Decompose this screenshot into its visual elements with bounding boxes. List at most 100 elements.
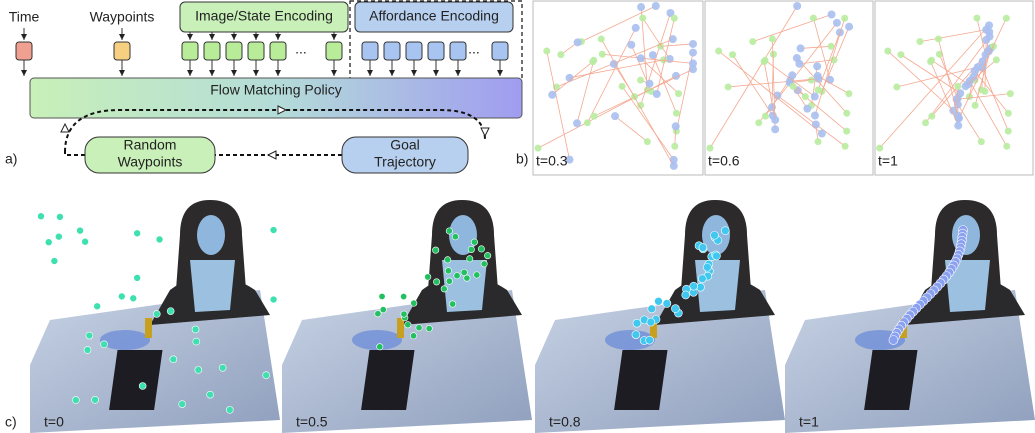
image-encoding-label: Image/State Encoding	[195, 8, 333, 24]
token	[450, 42, 466, 60]
waypoint	[706, 145, 713, 152]
waypoint	[1003, 15, 1010, 22]
trajectory-point	[793, 2, 801, 10]
waypoint	[599, 51, 606, 58]
waypoint	[55, 233, 62, 240]
waypoint	[478, 246, 484, 252]
frame-label: t=0.3	[536, 153, 568, 169]
waypoint	[647, 318, 655, 326]
waypoint	[134, 230, 141, 237]
waypoint	[45, 239, 52, 246]
waypoint	[922, 119, 929, 126]
waypoint	[632, 331, 640, 339]
waypoint	[452, 233, 458, 239]
figure: Time Waypoints Image/State Encoding Affo…	[0, 0, 1035, 433]
waypoint	[729, 51, 736, 58]
waypoint	[380, 306, 386, 312]
token	[204, 42, 220, 60]
panel-b: b) t=0.3t=0.6t=1	[516, 1, 1033, 175]
waypoint	[698, 275, 706, 283]
waypoint	[461, 269, 467, 275]
waypoint	[263, 372, 270, 379]
trajectory-point	[982, 36, 990, 44]
waypoint	[471, 239, 477, 245]
waypoint	[884, 48, 891, 55]
waypoint	[426, 325, 432, 331]
token	[182, 42, 198, 60]
arrow-head	[268, 151, 276, 159]
waypoint	[94, 303, 101, 310]
waypoint	[648, 305, 656, 313]
waypoint	[219, 364, 226, 371]
waypoint	[405, 322, 411, 328]
trajectory-point	[795, 60, 803, 68]
waypoint	[671, 305, 679, 313]
waypoint	[484, 252, 490, 258]
waypoint	[715, 48, 722, 55]
trajectory-point	[954, 122, 962, 130]
waypoint	[468, 246, 474, 252]
waypoint	[207, 391, 214, 398]
waypoint	[810, 15, 817, 22]
waypoint	[193, 338, 200, 345]
rack	[864, 350, 917, 410]
waypoint	[815, 138, 822, 145]
rack	[614, 350, 667, 410]
trajectory-point	[689, 40, 697, 48]
trajectory-point	[771, 125, 779, 133]
tokens	[16, 28, 508, 76]
label-waypoints: Waypoints	[90, 9, 155, 25]
waypoint	[589, 58, 596, 65]
loop-arrow	[65, 152, 85, 155]
waypoint	[690, 282, 698, 290]
waypoint	[1005, 128, 1012, 135]
waypoint	[893, 83, 900, 90]
panel-label: b)	[516, 151, 528, 167]
waypoint	[170, 356, 177, 363]
waypoint	[843, 110, 850, 117]
rack	[109, 350, 162, 410]
waypoint	[379, 293, 385, 299]
object	[145, 318, 152, 338]
goal-trajectory-label: Goal	[390, 137, 420, 153]
object	[397, 318, 404, 338]
waypoint	[270, 296, 277, 303]
waypoint	[841, 15, 848, 22]
panel-c	[30, 200, 1035, 433]
trajectory-point	[611, 112, 619, 120]
frame-label: t=0.5	[296, 414, 328, 430]
panel-label: c)	[5, 414, 17, 430]
waypoint	[481, 261, 487, 267]
frame-label: t=1	[799, 414, 819, 430]
waypoint	[916, 38, 923, 45]
waypoint	[416, 324, 422, 330]
waypoint	[467, 256, 473, 262]
trajectory-point	[771, 116, 779, 124]
trajectory-point	[845, 23, 853, 31]
trajectory-point	[828, 10, 836, 18]
trajectory-point	[670, 162, 678, 170]
waypoint	[446, 278, 452, 284]
trajectory-point	[962, 82, 970, 90]
token	[492, 42, 508, 60]
waypoint	[721, 227, 729, 235]
waypoint	[411, 300, 417, 306]
frame-label: t=0.6	[708, 153, 740, 169]
arrow-head	[61, 124, 69, 132]
waypoint	[543, 48, 550, 55]
trajectory-point	[649, 51, 657, 59]
waypoint	[802, 93, 809, 100]
waypoint	[954, 83, 961, 90]
waypoint	[179, 401, 186, 408]
waypoint	[195, 366, 202, 373]
waypoint	[192, 326, 199, 333]
ellipsis: ...	[468, 41, 480, 57]
person-torso	[190, 260, 235, 312]
waypoint	[790, 83, 797, 90]
waypoint	[845, 90, 852, 97]
waypoint	[897, 51, 904, 58]
waypoint	[535, 145, 542, 152]
object	[100, 330, 150, 350]
waypoint	[973, 15, 980, 22]
token	[326, 42, 342, 60]
